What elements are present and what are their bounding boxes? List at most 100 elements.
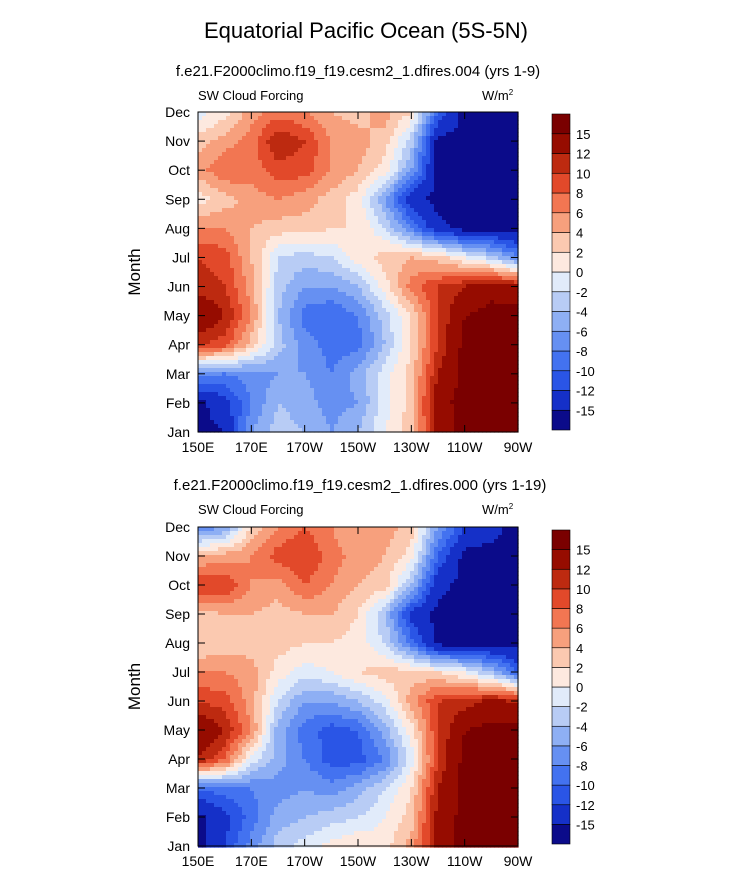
heatmap-cell xyxy=(262,336,267,341)
heatmap-cell xyxy=(514,236,519,241)
heatmap-cell xyxy=(338,308,343,313)
heatmap-cell xyxy=(422,288,427,293)
heatmap-cell xyxy=(366,140,371,145)
heatmap-cell xyxy=(234,192,239,197)
heatmap-cell xyxy=(386,316,391,321)
heatmap-cell xyxy=(230,256,235,261)
heatmap-cell xyxy=(310,120,315,125)
heatmap-cell xyxy=(382,312,387,317)
heatmap-cell xyxy=(246,120,251,125)
heatmap-cell xyxy=(426,144,431,149)
heatmap-cell xyxy=(450,220,455,225)
heatmap-cell xyxy=(406,240,411,245)
heatmap-cell xyxy=(466,300,471,305)
heatmap-cell xyxy=(402,192,407,197)
heatmap-cell xyxy=(274,204,279,209)
heatmap-cell xyxy=(306,200,311,205)
heatmap-cell xyxy=(270,292,275,297)
heatmap-cell xyxy=(378,172,383,177)
heatmap-cell xyxy=(406,272,411,277)
heatmap-cell xyxy=(490,220,495,225)
heatmap-cell xyxy=(278,148,283,153)
heatmap-cell xyxy=(466,192,471,197)
heatmap-cell xyxy=(270,308,275,313)
heatmap-cell xyxy=(306,244,311,249)
heatmap-cell xyxy=(430,228,435,233)
heatmap-cell xyxy=(330,352,335,357)
heatmap-cell xyxy=(218,360,223,365)
heatmap-cell xyxy=(454,128,459,133)
heatmap-cell xyxy=(354,276,359,281)
heatmap-cell xyxy=(306,184,311,189)
heatmap-cell xyxy=(318,132,323,137)
heatmap-cell xyxy=(402,244,407,249)
heatmap-cell xyxy=(210,284,215,289)
heatmap-cell xyxy=(270,196,275,201)
heatmap-cell xyxy=(386,228,391,233)
heatmap-cell xyxy=(222,260,227,265)
heatmap-cell xyxy=(470,244,475,249)
heatmap-cell xyxy=(302,128,307,133)
heatmap-cell xyxy=(314,348,319,353)
heatmap-cell xyxy=(506,148,511,153)
heatmap-cell xyxy=(434,284,439,289)
heatmap-cell xyxy=(498,208,503,213)
heatmap-cell xyxy=(214,144,219,149)
heatmap-cell xyxy=(226,148,231,153)
heatmap-cell xyxy=(254,120,259,125)
heatmap-cell xyxy=(442,348,447,353)
heatmap-cell xyxy=(342,288,347,293)
heatmap-cell xyxy=(242,288,247,293)
heatmap-cell xyxy=(514,124,519,129)
heatmap-cell xyxy=(230,180,235,185)
heatmap-cell xyxy=(374,168,379,173)
heatmap-cell xyxy=(270,180,275,185)
heatmap-cell xyxy=(354,332,359,337)
heatmap-cell xyxy=(206,168,211,173)
heatmap-cell xyxy=(398,300,403,305)
heatmap-cell xyxy=(282,112,287,117)
heatmap-cell xyxy=(386,224,391,229)
heatmap-cell xyxy=(426,188,431,193)
heatmap-cell xyxy=(398,124,403,129)
heatmap-cell xyxy=(502,284,507,289)
heatmap-cell xyxy=(406,328,411,333)
heatmap-cell xyxy=(370,152,375,157)
heatmap-cell xyxy=(386,148,391,153)
heatmap-cell xyxy=(250,176,255,181)
heatmap-cell xyxy=(446,288,451,293)
heatmap-cell xyxy=(510,196,515,201)
heatmap-cell xyxy=(426,308,431,313)
heatmap-cell xyxy=(354,292,359,297)
heatmap-cell xyxy=(246,116,251,121)
heatmap-cell xyxy=(394,172,399,177)
heatmap-cell xyxy=(410,276,415,281)
heatmap-cell xyxy=(218,236,223,241)
heatmap-cell xyxy=(334,112,339,117)
heatmap-cell xyxy=(506,252,511,257)
heatmap-cell xyxy=(490,300,495,305)
heatmap-cell xyxy=(306,256,311,261)
heatmap-cell xyxy=(286,180,291,185)
heatmap-cell xyxy=(510,144,515,149)
heatmap-cell xyxy=(430,112,435,117)
heatmap-cell xyxy=(214,332,219,337)
heatmap-cell xyxy=(338,240,343,245)
heatmap-cell xyxy=(354,280,359,285)
heatmap-cell xyxy=(234,248,239,253)
heatmap-cell xyxy=(226,216,231,221)
heatmap-cell xyxy=(486,320,491,325)
heatmap-cell xyxy=(262,272,267,277)
heatmap-cell xyxy=(378,348,383,353)
heatmap-cell xyxy=(306,332,311,337)
heatmap-cell xyxy=(466,276,471,281)
heatmap-cell xyxy=(206,348,211,353)
heatmap-cell xyxy=(446,212,451,217)
heatmap-cell xyxy=(202,356,207,361)
heatmap-cell xyxy=(498,272,503,277)
heatmap-cell xyxy=(246,180,251,185)
heatmap-cell xyxy=(250,316,255,321)
heatmap-cell xyxy=(394,236,399,241)
heatmap-cell xyxy=(330,292,335,297)
heatmap-cell xyxy=(382,296,387,301)
